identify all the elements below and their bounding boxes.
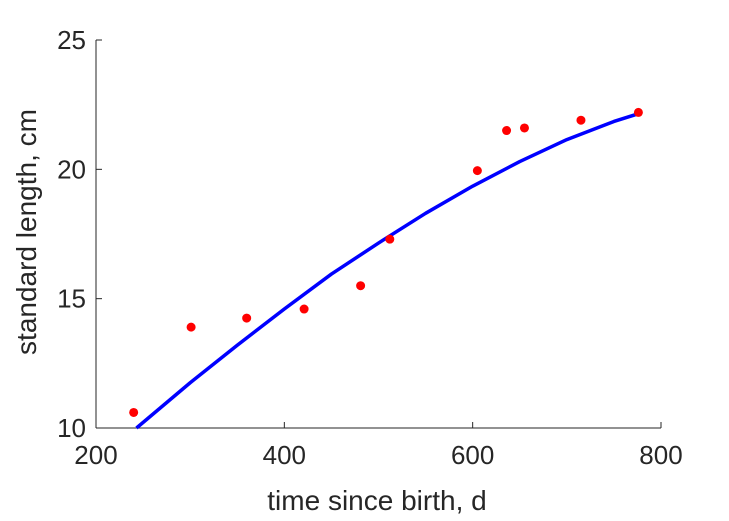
data-point [186,322,196,332]
data-point [385,234,395,244]
y-tick-label: 25 [57,25,86,55]
data-points-layer [129,107,643,417]
x-tick-label: 400 [263,440,306,470]
data-point [633,107,643,117]
y-tick-label: 20 [57,154,86,184]
data-point [299,304,309,314]
fit-curve [135,112,639,430]
y-tick-label: 15 [57,284,86,314]
data-point [242,313,252,323]
x-tick-label: 200 [74,440,117,470]
x-axis-label: time since birth, d [267,485,486,516]
data-point [472,166,482,176]
x-tick-label: 600 [451,440,494,470]
data-point [129,407,139,417]
x-tick-label: 800 [639,440,682,470]
y-axis-label: standard length, cm [11,109,42,355]
fit-curve-layer [135,112,639,430]
data-point [502,126,512,136]
data-point [576,115,586,125]
data-point [519,123,529,133]
data-point [356,281,366,291]
axes: 200 400 600 800 10 15 20 25 [57,25,683,470]
y-tick-label: 10 [57,413,86,443]
